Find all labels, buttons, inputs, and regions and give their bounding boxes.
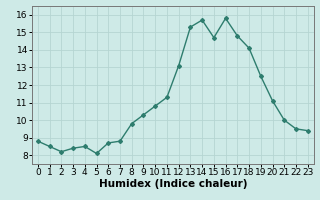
X-axis label: Humidex (Indice chaleur): Humidex (Indice chaleur) (99, 179, 247, 189)
